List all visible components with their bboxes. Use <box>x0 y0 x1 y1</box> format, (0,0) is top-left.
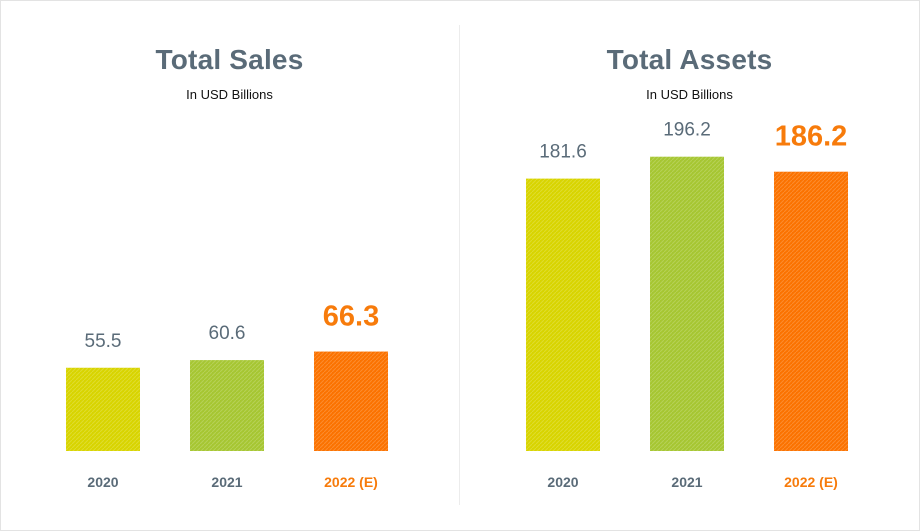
sales-bar-chart: 55.5 2020 60.6 2021 66.3 2022 (E) <box>66 301 388 490</box>
x-tick-label: 2022 (E) <box>324 474 378 490</box>
sales-chart-subtitle: In USD Billions <box>186 87 273 102</box>
x-tick-label: 2021 <box>211 474 242 490</box>
bar-2021 <box>650 156 724 451</box>
data-label: 55.5 <box>85 331 122 352</box>
data-label: 186.2 <box>775 121 848 153</box>
data-label: 181.6 <box>539 142 587 163</box>
sales-panel: Total Sales In USD Billions 55.5 2020 60.6… <box>0 0 459 531</box>
data-label: 66.3 <box>323 301 379 333</box>
x-tick-label: 2020 <box>547 474 578 490</box>
data-label: 60.6 <box>209 323 246 344</box>
bar-2021 <box>190 360 264 451</box>
bar-2022-e <box>774 171 848 451</box>
x-tick-label: 2020 <box>87 474 118 490</box>
x-tick-label: 2022 (E) <box>784 474 838 490</box>
data-label: 196.2 <box>663 120 711 141</box>
assets-chart-subtitle: In USD Billions <box>646 87 733 102</box>
bar-2020 <box>66 367 140 451</box>
assets-bar-chart: 181.6 2020 196.2 2021 186.2 2022 (E) <box>526 120 848 490</box>
bar-2022-e <box>314 351 388 451</box>
assets-panel: Total Assets In USD Billions 181.6 2020 19… <box>460 0 919 531</box>
bar-2020 <box>526 178 600 451</box>
sales-chart-title: Total Sales <box>155 44 304 75</box>
assets-chart-title: Total Assets <box>606 44 773 75</box>
panel-divider <box>459 25 460 505</box>
x-tick-label: 2021 <box>671 474 702 490</box>
